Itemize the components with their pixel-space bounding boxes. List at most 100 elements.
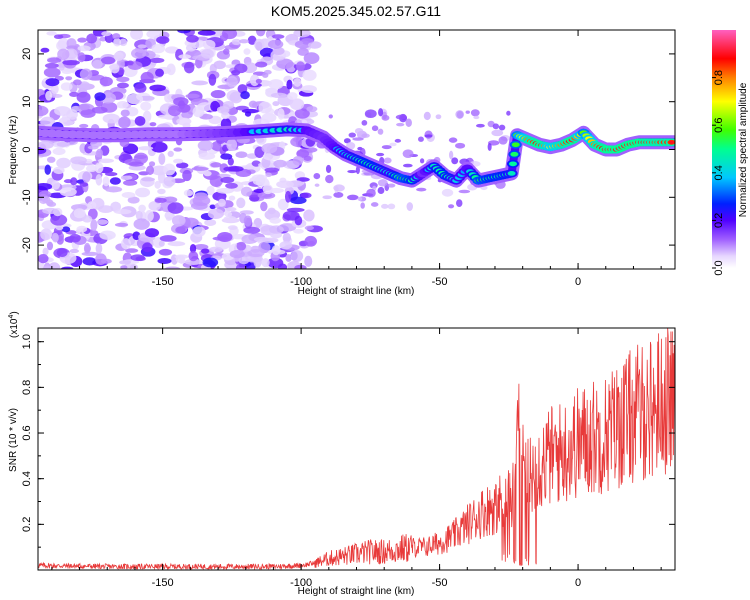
spectrogram-noise-blob bbox=[252, 177, 266, 186]
spectrogram-noise-blob bbox=[72, 79, 82, 86]
spectrogram-noise-blob bbox=[227, 225, 238, 230]
spectrogram-noise-blob bbox=[451, 157, 459, 165]
spectrogram-noise-blob bbox=[294, 215, 303, 226]
spectrogram-noise-blob bbox=[42, 247, 49, 256]
spectrogram-ytick-label: 20 bbox=[21, 48, 33, 60]
spectrogram-noise-blob bbox=[229, 249, 245, 259]
spectrogram-noise-blob bbox=[292, 155, 304, 166]
spectrogram-noise-blob bbox=[303, 209, 315, 222]
spectrogram-noise-blob bbox=[456, 199, 463, 207]
spectrogram-noise-blob bbox=[119, 38, 128, 47]
spectrogram-noise-blob bbox=[38, 253, 49, 264]
spectrogram-noise-blob bbox=[458, 189, 471, 194]
figure-title: KOM5.2025.345.02.57.G11 bbox=[271, 3, 441, 19]
spectrogram-noise-blob bbox=[61, 266, 74, 269]
spectrogram-noise-blob bbox=[243, 215, 252, 227]
spectrogram-noise-blob bbox=[157, 188, 166, 195]
spectrogram-noise-blob bbox=[227, 157, 234, 166]
spectrogram-noise-blob bbox=[45, 78, 60, 87]
spectrogram-noise-blob bbox=[164, 46, 180, 54]
spectrogram-noise-blob bbox=[394, 138, 402, 143]
spectrogram-noise-blob bbox=[61, 114, 68, 123]
spectrogram-peak-blob bbox=[508, 161, 517, 167]
spectrogram-noise-blob bbox=[47, 201, 57, 207]
spectrogram-noise-blob bbox=[206, 185, 215, 196]
spectrogram-noise-blob bbox=[149, 122, 157, 127]
spectrogram-noise-blob bbox=[57, 37, 70, 50]
spectrogram-noise-blob bbox=[455, 142, 466, 149]
spectrogram-noise-blob bbox=[121, 175, 133, 180]
spectrogram-noise-blob bbox=[249, 74, 260, 87]
spectrogram-noise-blob bbox=[306, 106, 318, 112]
spectrogram-noise-blob bbox=[381, 114, 390, 121]
spectrogram-noise-blob bbox=[77, 52, 86, 63]
snr-ytick-label: 0.6 bbox=[21, 425, 33, 440]
spectrogram-noise-blob bbox=[157, 258, 172, 265]
spectrogram-noise-blob bbox=[55, 225, 64, 231]
spectrogram-noise-blob bbox=[159, 235, 177, 242]
spectrogram-noise-blob bbox=[223, 166, 240, 172]
spectrogram-noise-blob bbox=[76, 225, 88, 233]
spectrogram-noise-blob bbox=[116, 101, 129, 109]
spectrogram-noise-blob bbox=[77, 45, 91, 52]
spectrogram-noise-blob bbox=[120, 265, 128, 269]
spectrogram-noise-blob bbox=[325, 164, 332, 174]
spectrogram-noise-blob bbox=[264, 167, 280, 173]
spectrogram-noise-blob bbox=[46, 31, 57, 36]
spectrogram-noise-blob bbox=[175, 226, 186, 234]
spectrogram-noise-blob bbox=[360, 202, 365, 209]
spectrogram-noise-blob bbox=[91, 106, 108, 114]
spectrogram-noise-blob bbox=[192, 226, 206, 237]
spectrogram-noise-blob bbox=[91, 59, 103, 69]
spectrogram-noise-blob bbox=[296, 177, 310, 182]
spectrogram-peak-blob bbox=[511, 142, 520, 148]
spectrogram-noise-blob bbox=[277, 198, 289, 211]
spectrogram-noise-blob bbox=[248, 100, 258, 108]
spectrogram-noise-blob bbox=[149, 57, 165, 63]
spectrogram-noise-blob bbox=[99, 230, 116, 240]
spectrogram-noise-blob bbox=[265, 87, 278, 93]
snr-ytick-label: 0.2 bbox=[21, 517, 33, 532]
spectrogram-ytick-label: 10 bbox=[21, 96, 33, 108]
spectrogram-xlabel: Height of straight line (km) bbox=[298, 286, 415, 297]
spectrogram-noise-blob bbox=[163, 176, 176, 187]
spectrogram-noise-blob bbox=[314, 183, 320, 187]
spectrogram-noise-blob bbox=[135, 187, 151, 198]
spectrogram-noise-blob bbox=[158, 248, 173, 256]
spectrogram-noise-blob bbox=[216, 187, 234, 194]
spectrogram-noise-blob bbox=[402, 149, 414, 159]
spectrogram-noise-blob bbox=[70, 204, 88, 211]
spectrogram-noise-blob bbox=[86, 33, 98, 44]
spectrogram-noise-blob bbox=[44, 164, 51, 175]
colorbar-gradient bbox=[712, 30, 736, 268]
spectrogram-noise-blob bbox=[253, 255, 262, 268]
spectrogram-xtick-label: -150 bbox=[152, 276, 174, 288]
spectrogram-noise-blob bbox=[221, 30, 238, 40]
spectrogram-noise-blob bbox=[76, 91, 91, 103]
spectrogram-noise-blob bbox=[154, 180, 161, 189]
spectrogram-noise-blob bbox=[57, 48, 70, 61]
spectrogram-noise-blob bbox=[220, 176, 235, 184]
spectrogram-noise-blob bbox=[377, 179, 388, 187]
spectrogram-noise-blob bbox=[236, 241, 247, 251]
spectrogram-noise-blob bbox=[53, 34, 64, 40]
spectrogram-noise-blob bbox=[225, 207, 237, 212]
spectrogram-noise-blob bbox=[333, 184, 345, 192]
snr-xtick-label: -100 bbox=[290, 577, 312, 589]
spectrogram-noise-blob bbox=[109, 177, 121, 185]
spectrogram-noise-blob bbox=[209, 175, 223, 188]
spectrogram-noise-blob bbox=[69, 233, 81, 243]
spectrogram-noise-blob bbox=[498, 124, 506, 131]
spectrogram-noise-blob bbox=[255, 30, 266, 37]
spectrogram-noise-blob bbox=[406, 202, 414, 211]
snr-xlabel: Height of straight line (km) bbox=[298, 586, 415, 597]
spectrogram-noise-blob bbox=[224, 211, 233, 217]
spectrogram-noise-blob bbox=[149, 84, 166, 92]
colorbar-tick-label: 0.4 bbox=[713, 165, 725, 180]
spectrogram-noise-blob bbox=[38, 140, 54, 150]
spectrogram-noise-blob bbox=[455, 110, 465, 119]
spectrogram-noise-blob bbox=[234, 63, 248, 74]
spectrogram-noise-blob bbox=[38, 183, 53, 191]
spectrogram-noise-blob bbox=[61, 69, 73, 75]
spectrogram-noise-blob bbox=[208, 73, 217, 86]
